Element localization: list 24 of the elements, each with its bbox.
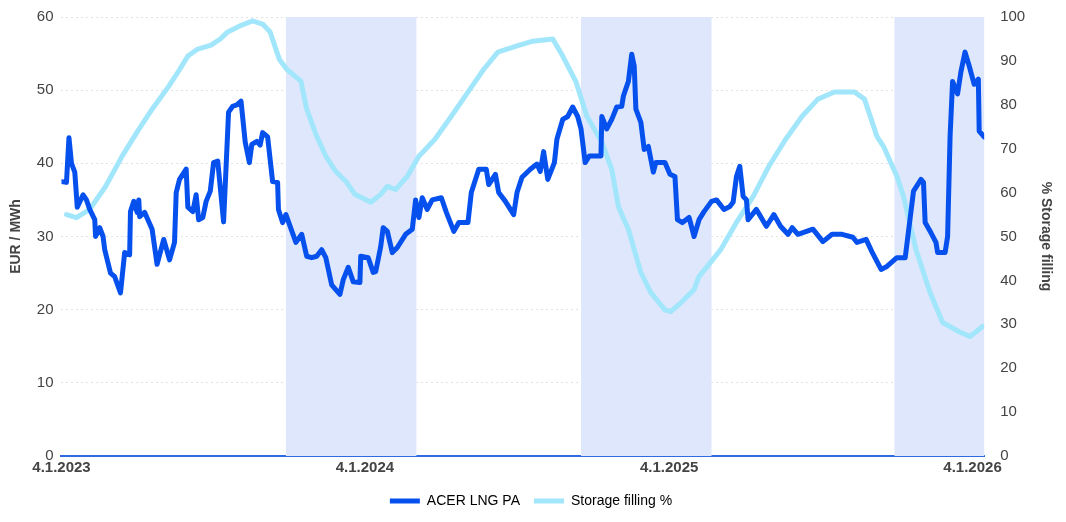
y2-tick-label: 50 [1000,226,1017,244]
y2-tick-label: 0 [1000,446,1009,464]
y2-tick-label: 70 [1000,138,1017,156]
y2-tick-label: 10 [1000,402,1017,420]
x-tick-label: 4.1.2025 [639,458,699,476]
y-tick-label: 20 [36,299,54,317]
y-tick-label: 10 [36,372,54,390]
y2-tick-label: 30 [1000,314,1017,332]
y2-tick-label: 80 [1000,94,1017,112]
y2-tick-label: 100 [1000,7,1026,25]
legend-label: Storage filling % [570,491,673,508]
y2-axis-title: % Storage filling [1038,181,1055,292]
y-tick-label: 50 [36,80,54,98]
y2-tick-label: 90 [1000,51,1017,69]
y-tick-label: 30 [36,226,54,244]
y2-tick-label: 40 [1000,270,1017,288]
x-tick-label: 4.1.2024 [335,458,395,476]
y2-tick-label: 20 [1000,358,1017,376]
y-axis-title: EUR / MWh [7,199,24,274]
x-tick-label: 4.1.2026 [943,458,1002,476]
y-tick-label: 60 [36,7,54,25]
y-tick-label: 40 [36,153,54,171]
y2-tick-label: 60 [1000,182,1017,200]
legend-label: ACER LNG PA [426,491,521,508]
